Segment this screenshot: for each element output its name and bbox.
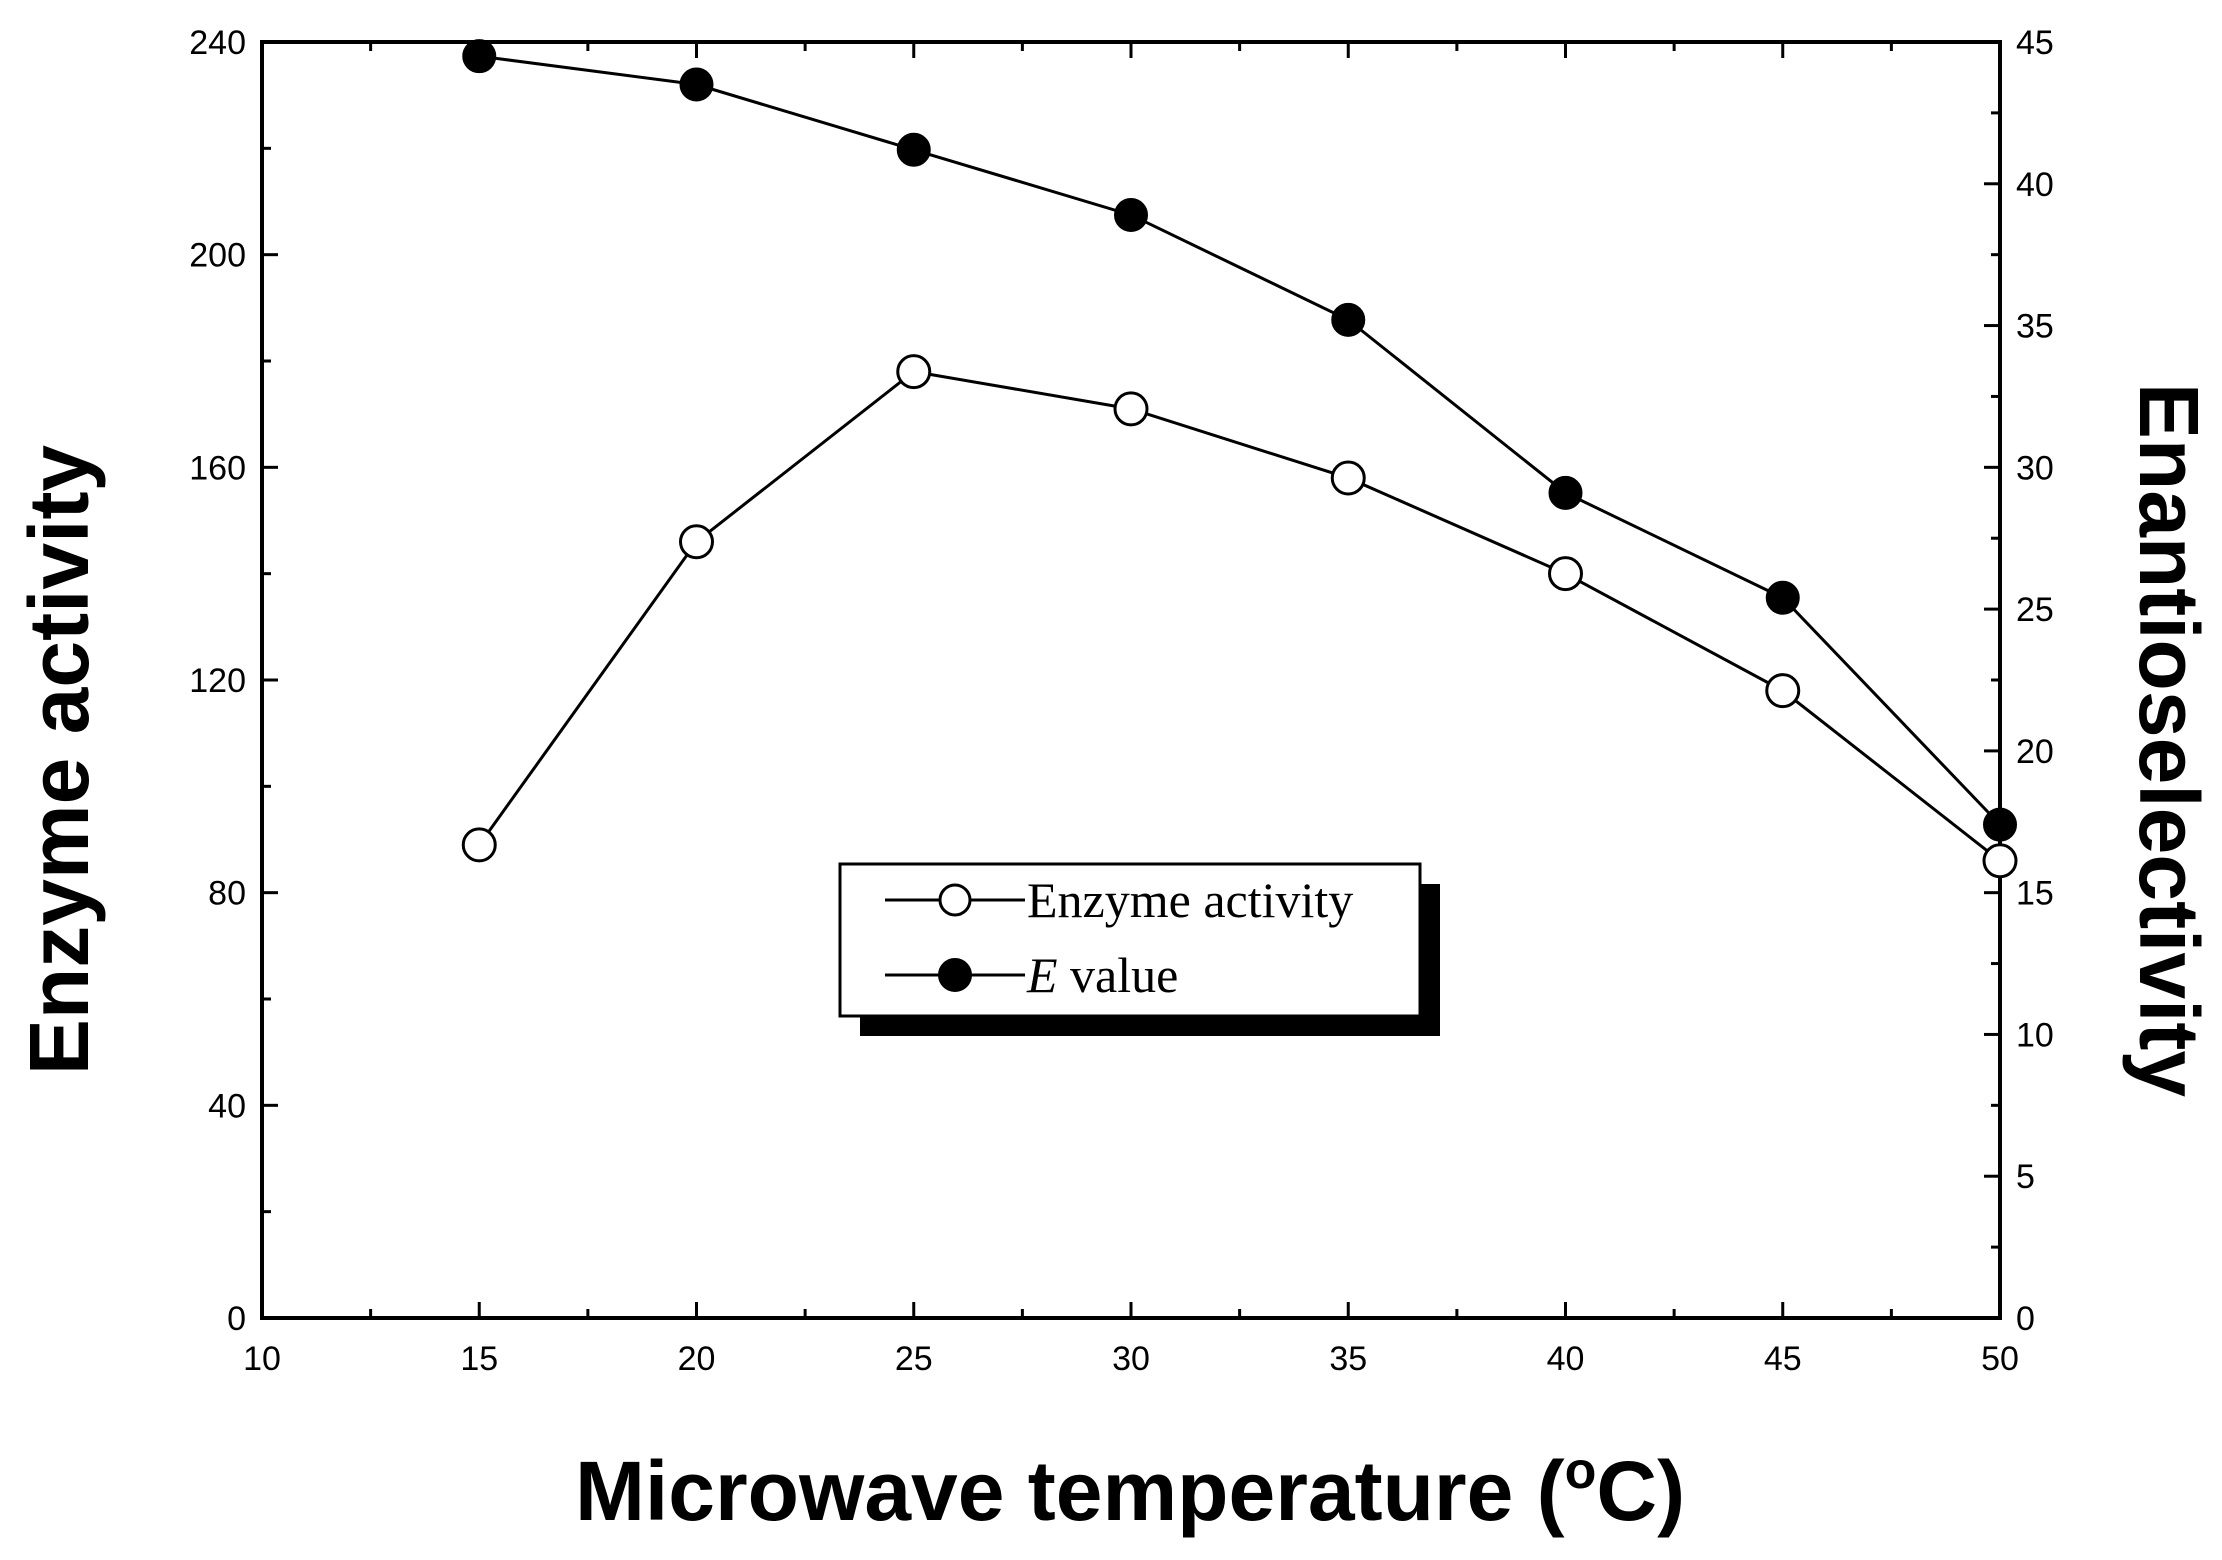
x-tick-label: 15 [460,1340,498,1378]
y-left-tick-label: 240 [189,24,246,62]
data-point-enzyme [1548,556,1583,592]
y-right-tick-label: 30 [2016,449,2054,487]
degree-superscript: o [1565,1442,1597,1500]
legend-label-evalue: E value [1026,947,1178,1003]
y-right-tick-label: 0 [2016,1300,2035,1338]
x-tick-label: 30 [1112,1340,1150,1378]
legend: Enzyme activity E value [838,862,1440,1036]
data-point-evalue [896,132,931,167]
y-right-tick-label: 10 [2016,1016,2054,1054]
data-point-enzyme [1982,843,2018,879]
y-right-tick-label: 35 [2016,308,2054,346]
x-tick-label: 40 [1547,1340,1585,1378]
x-tick-label: 10 [243,1340,281,1378]
x-tick-label: 45 [1764,1340,1802,1378]
data-point-enzyme [461,827,497,863]
plot-frame [260,40,2002,1320]
y-right-tick-label: 25 [2016,591,2054,629]
legend-marker-enzyme [938,883,972,917]
data-point-enzyme [679,524,714,560]
data-point-evalue [1983,807,2017,842]
y-left-tick-label: 120 [189,662,246,700]
legend-marker-evalue [938,958,972,992]
y-left-tick-label: 80 [208,875,246,913]
y-right-tick-label: 5 [2016,1158,2035,1196]
x-tick-label: 50 [1981,1340,2019,1378]
x-axis-title: Microwave temperature (oC) [575,1442,1685,1538]
y-left-tick-label: 200 [189,237,246,275]
data-point-evalue [1765,580,1800,615]
data-point-evalue [1114,197,1148,232]
x-tick-label: 25 [895,1340,933,1378]
y-left-axis-title: Enzyme activity [12,445,106,1076]
data-point-evalue [679,67,714,102]
data-point-enzyme [1113,391,1149,427]
series-line-evalue [479,54,2002,826]
data-point-enzyme [1330,460,1366,496]
y-right-tick-label: 45 [2016,24,2054,62]
y-left-tick-label: 0 [227,1300,246,1338]
legend-box [838,862,1422,1018]
y-left-tick-label: 160 [189,449,246,487]
data-point-evalue [1548,475,1583,510]
data-point-evalue [1331,302,1366,337]
x-tick-label: 35 [1329,1340,1367,1378]
y-right-axis-title: Enantioselectivity [2122,383,2216,1098]
data-point-enzyme [896,354,932,390]
x-tick-label: 20 [678,1340,716,1378]
y-left-tick-label: 40 [208,1087,246,1125]
y-right-tick-label: 20 [2016,733,2054,771]
data-point-enzyme [1765,673,1801,709]
legend-label-enzyme: Enzyme activity [1027,872,1353,928]
data-point-evalue [462,39,497,74]
y-right-tick-label: 40 [2016,166,2054,204]
series-line-enzyme [478,370,2001,862]
y-right-tick-label: 15 [2016,875,2054,913]
